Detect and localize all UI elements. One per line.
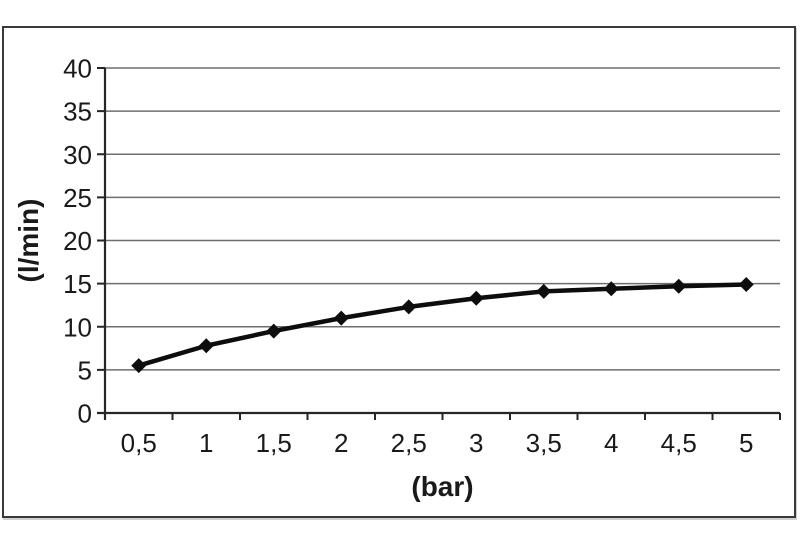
y-axis-title: (l/min) xyxy=(13,199,44,283)
x-tick-label: 3,5 xyxy=(526,428,562,458)
data-point-marker xyxy=(266,323,282,339)
data-point-marker xyxy=(198,338,214,354)
data-point-marker xyxy=(671,278,687,294)
x-tick-label: 4 xyxy=(604,428,618,458)
y-tick-label: 5 xyxy=(78,355,92,385)
x-tick-label: 3 xyxy=(469,428,483,458)
data-point-marker xyxy=(536,283,552,299)
x-tick-label: 5 xyxy=(739,428,753,458)
x-tick-label: 1,5 xyxy=(256,428,292,458)
y-tick-label: 10 xyxy=(63,312,92,342)
chart-frame xyxy=(2,26,796,518)
y-tick-label: 35 xyxy=(63,97,92,127)
y-tick-label: 0 xyxy=(78,399,92,429)
y-tick-label: 40 xyxy=(63,54,92,84)
data-point-marker xyxy=(401,299,417,315)
x-axis-title: (bar) xyxy=(411,471,473,502)
x-tick-label: 0,5 xyxy=(121,428,157,458)
y-tick-label: 25 xyxy=(63,183,92,213)
x-tick-label: 2,5 xyxy=(391,428,427,458)
x-tick-label: 2 xyxy=(334,428,348,458)
data-point-marker xyxy=(468,290,484,306)
x-tick-label: 1 xyxy=(199,428,213,458)
data-point-marker xyxy=(603,281,619,297)
series-line xyxy=(136,282,749,368)
y-tick-label: 15 xyxy=(63,269,92,299)
x-tick-label: 4,5 xyxy=(661,428,697,458)
y-tick-label: 20 xyxy=(63,226,92,256)
data-point-marker xyxy=(333,310,349,326)
y-tick-label: 30 xyxy=(63,140,92,170)
data-point-marker xyxy=(131,358,147,374)
data-point-marker xyxy=(738,276,754,292)
